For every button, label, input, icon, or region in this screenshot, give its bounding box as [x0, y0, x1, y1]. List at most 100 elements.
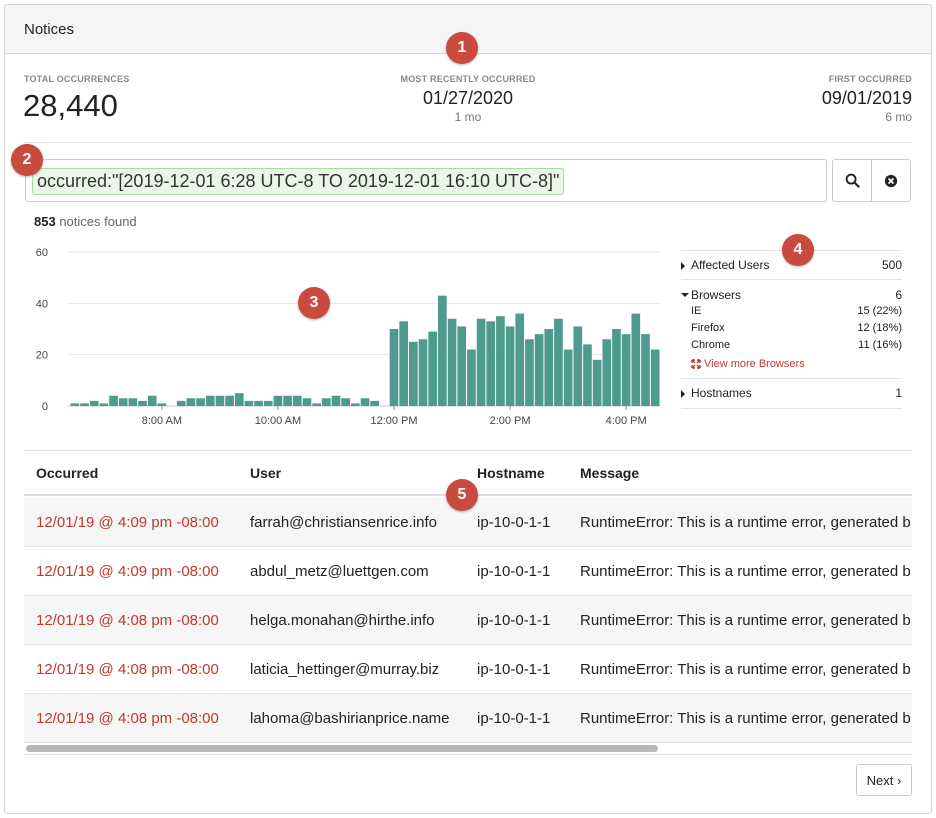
horizontal-scrollbar[interactable] — [26, 745, 658, 752]
histogram-bar[interactable] — [505, 326, 515, 406]
histogram-bar[interactable] — [109, 395, 118, 406]
cell-occurred[interactable]: 12/01/19 @ 4:09 pm -08:00 — [36, 563, 219, 580]
browser-item[interactable]: IE 15 (22%) — [681, 304, 902, 321]
next-page-button[interactable]: Next › — [856, 764, 912, 796]
histogram-bar[interactable] — [128, 398, 138, 406]
total-occurrences-label: TOTAL OCCURRENCES — [24, 74, 130, 84]
table-row[interactable]: 12/01/19 @ 4:09 pm -08:00 abdul_metz@lue… — [24, 547, 912, 596]
view-more-browsers-link[interactable]: View more Browsers — [681, 355, 902, 372]
histogram-bar[interactable] — [467, 349, 476, 406]
facet-hostnames[interactable]: Hostnames 1 — [681, 386, 902, 402]
cell-hostname: ip-10-0-1-1 — [477, 514, 551, 531]
table-row[interactable]: 12/01/19 @ 4:08 pm -08:00 laticia_hettin… — [24, 645, 912, 694]
histogram-bar[interactable] — [205, 395, 215, 406]
y-tick-label: 40 — [36, 298, 48, 310]
histogram-bar[interactable] — [89, 400, 99, 406]
histogram-bar[interactable] — [631, 313, 641, 406]
histogram-bar[interactable] — [486, 321, 496, 406]
histogram-bar[interactable] — [544, 329, 554, 406]
cell-occurred[interactable]: 12/01/19 @ 4:08 pm -08:00 — [36, 661, 219, 678]
histogram-bar[interactable] — [138, 400, 147, 406]
histogram-bar[interactable] — [641, 334, 650, 406]
caret-right-icon — [681, 390, 685, 398]
cell-occurred[interactable]: 12/01/19 @ 4:08 pm -08:00 — [36, 612, 219, 629]
y-tick-label: 20 — [36, 350, 48, 362]
histogram-bar[interactable] — [592, 359, 602, 406]
histogram-bar[interactable] — [118, 398, 128, 406]
histogram-bar[interactable] — [612, 329, 621, 406]
facet-count: 1 — [895, 386, 902, 400]
cell-user: helga.monahan@hirthe.info — [250, 612, 435, 629]
occurrences-histogram[interactable]: 0 20 40 60 8:00 AM 10:00 AM 12:00 PM 2:00 PM 4:0… — [24, 240, 669, 435]
histogram-bar[interactable] — [447, 318, 457, 406]
facet-label: Browsers — [691, 288, 742, 302]
column-header-user[interactable]: User — [250, 465, 282, 481]
x-tick-label: 4:00 PM — [606, 415, 647, 427]
cell-occurred[interactable]: 12/01/19 @ 4:08 pm -08:00 — [36, 710, 219, 727]
histogram-bar[interactable] — [176, 400, 186, 406]
histogram-bar[interactable] — [602, 339, 612, 406]
search-button[interactable] — [832, 159, 872, 202]
histogram-bar[interactable] — [215, 395, 225, 406]
histogram-bar[interactable] — [254, 400, 263, 406]
histogram-bar[interactable] — [370, 400, 380, 406]
total-occurrences-value: 28,440 — [23, 88, 118, 123]
search-input[interactable]: occurred:"[2019-12-01 6:28 UTC-8 TO 2019… — [25, 159, 827, 202]
facet-browsers[interactable]: Browsers 6 IE 15 (22%) Firefox 12 (18%) … — [681, 288, 902, 372]
histogram-bar[interactable] — [409, 341, 418, 406]
histogram-bar[interactable] — [360, 398, 370, 406]
histogram-bar[interactable] — [515, 313, 525, 406]
histogram-bar[interactable] — [292, 395, 302, 406]
histogram-bar[interactable] — [244, 400, 254, 406]
search-query-token[interactable]: occurred:"[2019-12-01 6:28 UTC-8 TO 2019… — [32, 168, 565, 195]
histogram-bar[interactable] — [147, 395, 157, 406]
histogram-bar[interactable] — [302, 398, 312, 406]
histogram-bar[interactable] — [273, 395, 283, 406]
facet-affected-users[interactable]: Affected Users 500 — [681, 258, 902, 274]
histogram-bar[interactable] — [225, 395, 234, 406]
histogram-bar[interactable] — [80, 403, 89, 406]
histogram-bar[interactable] — [496, 316, 505, 406]
histogram-bar[interactable] — [263, 400, 273, 406]
histogram-bar[interactable] — [534, 334, 544, 406]
histogram-bar[interactable] — [341, 398, 350, 406]
histogram-bar[interactable] — [321, 398, 331, 406]
histogram-bar[interactable] — [234, 393, 244, 406]
histogram-bar[interactable] — [196, 398, 205, 406]
histogram-bar[interactable] — [525, 339, 534, 406]
histogram-bar[interactable] — [621, 334, 631, 406]
histogram-bar[interactable] — [186, 398, 196, 406]
browser-name: Chrome — [691, 339, 731, 351]
column-header-occurred[interactable]: Occurred — [36, 465, 99, 481]
browser-item[interactable]: Firefox 12 (18%) — [681, 321, 902, 338]
histogram-bar[interactable] — [554, 318, 563, 406]
histogram-bar[interactable] — [399, 321, 409, 406]
histogram-bar[interactable] — [350, 403, 360, 406]
caret-right-icon — [681, 262, 685, 270]
histogram-bar[interactable] — [312, 403, 321, 406]
table-row[interactable]: 12/01/19 @ 4:08 pm -08:00 lahoma@bashiri… — [24, 694, 912, 743]
browser-value: 11 (16%) — [858, 339, 902, 351]
cell-hostname: ip-10-0-1-1 — [477, 710, 551, 727]
histogram-bar[interactable] — [650, 349, 660, 406]
histogram-bar[interactable] — [99, 403, 109, 406]
clear-search-button[interactable] — [871, 159, 911, 202]
histogram-bar[interactable] — [583, 344, 592, 406]
cell-occurred[interactable]: 12/01/19 @ 4:09 pm -08:00 — [36, 514, 219, 531]
histogram-bar[interactable] — [438, 295, 447, 406]
histogram-bar[interactable] — [476, 318, 486, 406]
histogram-bar[interactable] — [389, 329, 399, 406]
column-header-message[interactable]: Message — [580, 465, 640, 481]
histogram-bar[interactable] — [563, 349, 573, 406]
histogram-bar[interactable] — [331, 395, 341, 406]
column-header-hostname[interactable]: Hostname — [477, 465, 545, 481]
histogram-bar[interactable] — [70, 403, 80, 406]
histogram-bar[interactable] — [157, 403, 167, 406]
histogram-bar[interactable] — [418, 339, 428, 406]
histogram-bar[interactable] — [457, 326, 467, 406]
histogram-bar[interactable] — [428, 331, 438, 406]
table-row[interactable]: 12/01/19 @ 4:08 pm -08:00 helga.monahan@… — [24, 596, 912, 645]
histogram-bar[interactable] — [283, 395, 292, 406]
browser-item[interactable]: Chrome 11 (16%) — [681, 338, 902, 355]
histogram-bar[interactable] — [573, 326, 583, 406]
